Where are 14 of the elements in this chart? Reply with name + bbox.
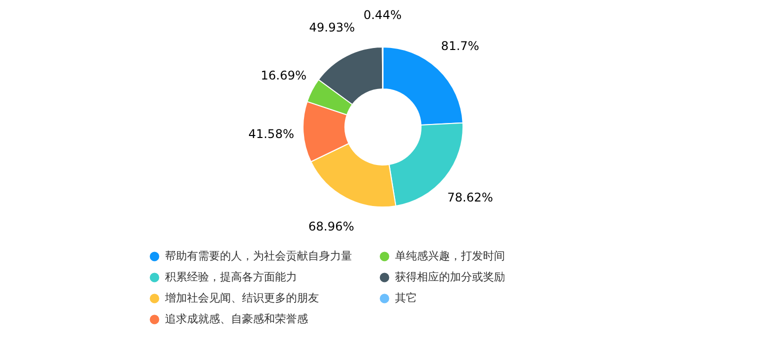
legend-label: 获得相应的加分或奖励 xyxy=(395,270,505,284)
data-label: 0.44% xyxy=(363,8,402,22)
data-label: 68.96% xyxy=(308,219,354,234)
legend-label: 增加社会见闻、结识更多的朋友 xyxy=(164,292,319,304)
legend-label: 单纯感兴趣，打发时间 xyxy=(395,250,505,263)
legend-label: 其它 xyxy=(395,292,417,304)
data-label: 81.7% xyxy=(441,38,480,53)
data-label: 41.58% xyxy=(248,127,294,142)
data-label: 78.62% xyxy=(447,190,494,204)
legend-label: 帮助有需要的人，为社会贡献自身力量 xyxy=(165,250,352,263)
data-label: 49.93% xyxy=(309,20,355,34)
legend-label: 积累经验，提高各方面能力 xyxy=(165,270,297,284)
legend-label: 追求成就感、自豪感和荣誉感 xyxy=(165,312,308,326)
data-label: 16.69% xyxy=(260,68,306,82)
